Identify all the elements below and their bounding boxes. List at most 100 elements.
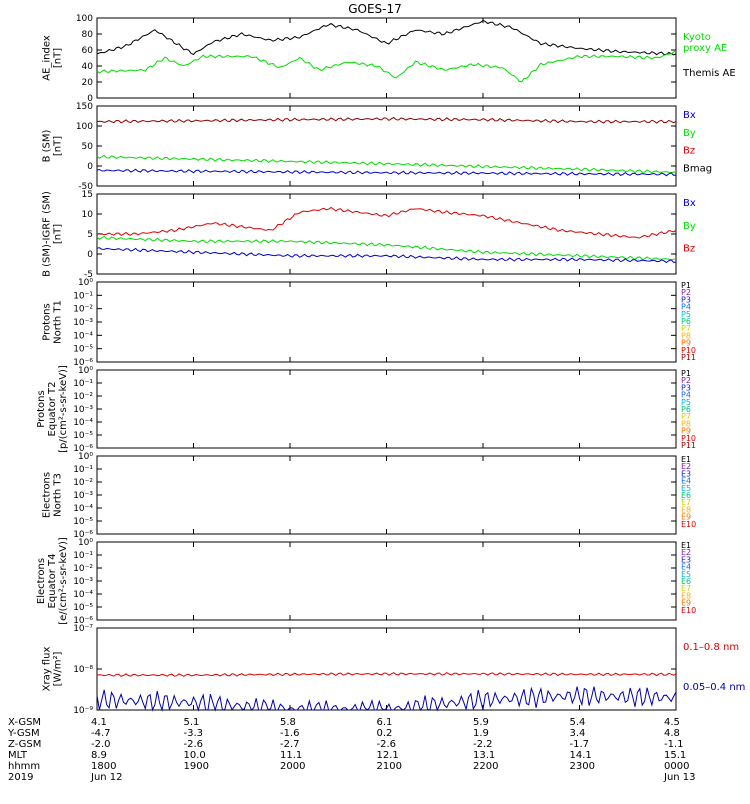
ephemeris-value: 6.1	[377, 717, 393, 728]
ephemeris-value: 1800	[91, 761, 116, 772]
ephemeris-value: 2000	[280, 761, 305, 772]
channel-legend-p8: P8	[681, 419, 691, 428]
ephemeris-value: -2.2	[473, 739, 493, 750]
ephemeris-value: 1.9	[473, 728, 489, 739]
channel-legend-p9: P9	[681, 339, 691, 348]
y-tick-label: 10⁻⁶	[73, 616, 93, 626]
y-tick-label: 10⁻⁵	[73, 431, 93, 441]
ephemeris-value: -2.7	[280, 739, 300, 750]
y-tick-label: 10⁻⁴	[73, 590, 93, 600]
channel-legend-p10: P10	[681, 434, 696, 443]
y-axis-label: Equator T4	[47, 554, 58, 609]
channel-legend-p5: P5	[681, 398, 691, 407]
channel-legend-p7: P7	[681, 412, 691, 421]
legend-entry: Bx	[683, 198, 696, 209]
series-line-bx	[96, 168, 677, 177]
y-tick-label: 10⁻⁵	[73, 603, 93, 613]
channel-legend-e4: E4	[681, 563, 691, 572]
ephemeris-value: 15.1	[664, 750, 686, 761]
ephemeris-value: 12.1	[377, 750, 399, 761]
y-tick-label: 10⁻¹	[73, 379, 93, 389]
ephemeris-value: 5.9	[473, 717, 489, 728]
y-tick-label: 10⁻²	[73, 305, 93, 315]
y-tick-label: 0	[87, 94, 93, 104]
y-tick-label: 10⁻¹	[73, 291, 93, 301]
channel-legend-e8: E8	[681, 591, 691, 600]
ephemeris-value: -2.6	[184, 739, 204, 750]
y-tick-label: 10⁻²	[73, 392, 93, 402]
y-tick-label: 10⁻¹	[73, 465, 93, 475]
series-line-bz	[96, 116, 677, 124]
ephemeris-value: -1.6	[280, 728, 300, 739]
y-tick-label: 10⁻⁶	[73, 530, 93, 540]
y-tick-label: -50	[78, 182, 93, 192]
series-line-0-05-0-4-nm	[96, 686, 677, 712]
ephemeris-value: 2100	[377, 761, 402, 772]
panel-frame-ee	[96, 541, 677, 621]
channel-legend-p10: P10	[681, 346, 696, 355]
y-axis-label: Electrons	[42, 472, 53, 518]
y-axis-label: [W/m²]	[53, 651, 64, 686]
channel-legend-e9: E9	[681, 513, 691, 522]
y-tick-label: 5	[87, 230, 93, 240]
ephemeris-value: 2200	[473, 761, 498, 772]
y-tick-label: 10⁰	[78, 278, 93, 288]
panel-frame-xray	[96, 627, 677, 711]
channel-legend-p2: P2	[681, 288, 691, 297]
channel-legend-e2: E2	[681, 548, 691, 557]
ephemeris-value: 3.4	[570, 728, 586, 739]
y-tick-label: 10⁻⁵	[73, 345, 93, 355]
ephemeris-row-label: 2019	[8, 772, 33, 783]
ephemeris-row-label: MLT	[8, 750, 28, 761]
legend-entry: By	[683, 128, 696, 139]
channel-legend-e7: E7	[681, 498, 691, 507]
y-axis-label: B (SM)-IGRF (SM)	[42, 191, 53, 277]
y-tick-label: 10⁻⁴	[73, 504, 93, 514]
ephemeris-value: -1.7	[570, 739, 590, 750]
y-tick-label: 40	[82, 62, 94, 72]
series-line-0-1-0-8-nm	[96, 671, 677, 677]
y-tick-label: 15	[82, 190, 93, 200]
y-tick-label: 10⁻³	[73, 577, 93, 587]
ephemeris-value: 5.4	[570, 717, 586, 728]
y-tick-label: 20	[82, 78, 94, 88]
legend-entry: Themis AE	[682, 68, 736, 79]
y-axis-label: Protons	[36, 390, 47, 427]
channel-legend-e6: E6	[681, 491, 691, 500]
ephemeris-value: 1900	[184, 761, 209, 772]
series-line-bx	[96, 247, 677, 264]
ephemeris-row-label: X-GSM	[8, 717, 41, 728]
ephemeris-value: 5.8	[280, 717, 296, 728]
legend-entry: 0.05–0.4 nm	[683, 682, 745, 693]
ephemeris-value: 2300	[570, 761, 595, 772]
series-line-by	[96, 235, 677, 261]
y-axis-label: North T3	[53, 473, 64, 517]
y-tick-label: 10⁻⁴	[73, 331, 93, 341]
channel-legend-e9: E9	[681, 599, 691, 608]
y-axis-label: North T1	[53, 300, 64, 344]
channel-legend-p4: P4	[681, 303, 691, 312]
ephemeris-value: -3.3	[184, 728, 204, 739]
channel-legend-p4: P4	[681, 391, 691, 400]
channel-legend-p3: P3	[681, 383, 691, 392]
y-tick-label: 100	[76, 14, 93, 24]
y-tick-label: 10	[82, 210, 94, 220]
y-tick-label: 10⁻⁹	[73, 706, 93, 716]
ephemeris-value: 0.2	[377, 728, 393, 739]
panel-frame-pn	[96, 281, 677, 363]
legend-entry: Bmag	[683, 163, 712, 174]
y-axis-label: [nT]	[53, 224, 64, 244]
y-axis-label: Protons	[42, 303, 53, 340]
channel-legend-e6: E6	[681, 577, 691, 586]
y-axis-label: B (SM)	[42, 129, 53, 162]
legend-entry: Bz	[683, 146, 695, 157]
ephemeris-value: 5.1	[184, 717, 200, 728]
y-tick-label: 10⁻³	[73, 491, 93, 501]
y-tick-label: 10⁻⁵	[73, 517, 93, 527]
ephemeris-value: -4.7	[91, 728, 111, 739]
legend-entry: Bz	[683, 244, 695, 255]
y-tick-label: 10⁰	[78, 366, 93, 376]
y-axis-label: Electrons	[36, 558, 47, 604]
channel-legend-p9: P9	[681, 427, 691, 436]
